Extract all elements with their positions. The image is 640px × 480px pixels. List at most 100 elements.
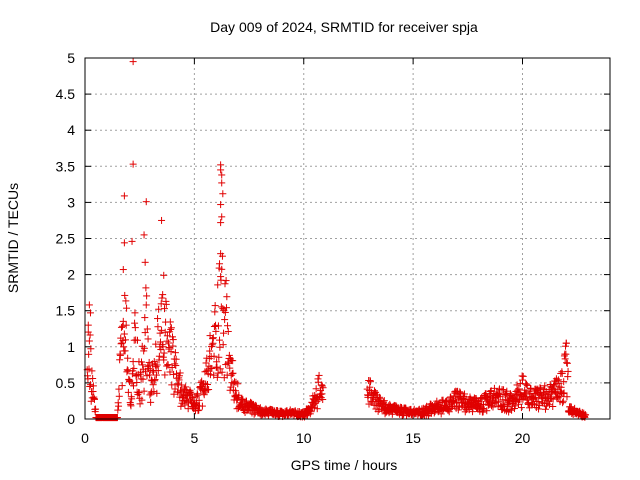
data-point <box>89 382 97 390</box>
data-point <box>214 322 222 330</box>
data-point <box>136 400 144 408</box>
data-point <box>152 371 160 379</box>
data-point <box>560 389 568 397</box>
data-point <box>167 325 175 333</box>
data-point <box>541 405 549 413</box>
data-point <box>141 258 149 266</box>
data-point <box>559 390 567 398</box>
data-point <box>119 322 127 330</box>
data-point <box>221 316 229 324</box>
data-point <box>131 319 139 327</box>
data-point <box>142 301 150 309</box>
data-point <box>480 405 488 413</box>
data-point <box>160 356 168 364</box>
data-point <box>217 201 225 209</box>
data-point <box>208 343 216 351</box>
data-point <box>152 340 160 348</box>
data-point <box>219 341 227 349</box>
data-point <box>370 390 378 398</box>
y-tick-label: 1 <box>67 339 75 355</box>
data-point <box>218 171 226 179</box>
data-point <box>177 402 185 410</box>
data-point <box>121 291 129 299</box>
data-point <box>121 336 129 344</box>
y-tick-label: 0 <box>67 411 75 427</box>
x-tick-label: 15 <box>405 430 421 446</box>
data-point <box>124 354 132 362</box>
data-point <box>473 396 481 404</box>
data-point <box>558 369 566 377</box>
data-point <box>500 386 508 394</box>
data-point <box>86 309 94 317</box>
data-point <box>505 398 513 406</box>
data-point <box>213 363 221 371</box>
data-point <box>189 393 197 401</box>
data-point <box>158 294 166 302</box>
data-point <box>142 198 150 206</box>
axis-ticks: 0 0.5 1 1.5 2 2.5 3 3.5 4 4.5 5 0 5 10 15 20 <box>56 50 610 446</box>
data-point <box>447 393 455 401</box>
data-point <box>145 358 153 366</box>
data-point <box>150 368 158 376</box>
data-point <box>142 284 150 292</box>
data-point <box>226 364 234 372</box>
data-point <box>85 337 93 345</box>
data-point <box>153 389 161 397</box>
data-point <box>535 405 543 413</box>
data-point <box>162 300 170 308</box>
data-point <box>195 406 203 414</box>
data-point <box>210 322 218 330</box>
data-point <box>117 323 125 331</box>
grid-lines <box>85 58 610 419</box>
data-point <box>157 300 165 308</box>
data-point <box>221 308 229 316</box>
data-point <box>170 390 178 398</box>
data-point <box>534 398 542 406</box>
data-point <box>159 343 167 351</box>
y-tick-label: 2.5 <box>56 231 76 247</box>
data-point <box>523 381 531 389</box>
data-point <box>512 397 520 405</box>
data-point <box>511 402 519 410</box>
data-point <box>217 250 225 258</box>
data-point <box>380 397 388 405</box>
data-point <box>152 363 160 371</box>
data-point <box>218 368 226 376</box>
data-point <box>501 406 509 414</box>
y-tick-label: 3.5 <box>56 158 76 174</box>
data-point <box>118 382 126 390</box>
data-point <box>366 378 374 386</box>
data-point <box>139 361 147 369</box>
data-point <box>243 397 251 405</box>
data-point <box>318 390 326 398</box>
data-point <box>165 344 173 352</box>
data-point <box>113 414 121 422</box>
data-point <box>160 271 168 279</box>
data-point <box>204 381 211 389</box>
data-point <box>537 384 545 392</box>
data-point <box>160 305 168 313</box>
data-point <box>454 399 462 407</box>
data-point <box>86 381 94 389</box>
data-point <box>220 329 228 337</box>
data-point <box>172 362 180 370</box>
data-point <box>559 399 567 407</box>
data-point <box>115 385 123 393</box>
y-tick-label: 0.5 <box>56 375 76 391</box>
data-point <box>532 393 540 401</box>
data-point <box>238 395 246 403</box>
data-point <box>132 371 140 379</box>
data-point <box>131 309 139 317</box>
data-point <box>549 402 557 410</box>
data-point <box>419 411 427 419</box>
data-point <box>229 369 237 377</box>
data-point <box>163 362 171 370</box>
data-point <box>153 361 161 369</box>
data-point <box>122 297 130 305</box>
data-point <box>147 398 155 406</box>
data-point <box>210 352 218 360</box>
data-point <box>205 386 213 394</box>
data-point <box>154 323 162 331</box>
data-point <box>200 391 208 399</box>
data-point <box>164 339 172 347</box>
